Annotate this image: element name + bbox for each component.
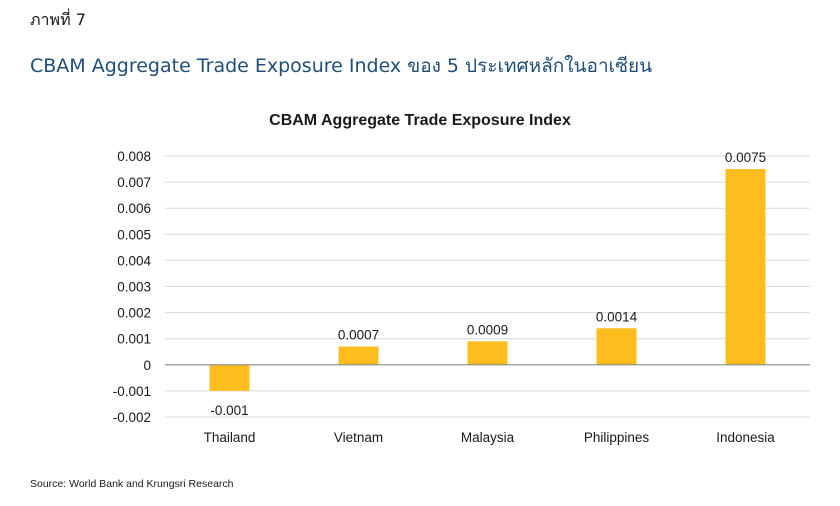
x-tick-label: Thailand xyxy=(204,430,256,445)
x-tick-label: Philippines xyxy=(584,430,650,445)
data-labels: -0.001 0.0007 0.0009 0.0014 0.0075 xyxy=(210,150,766,418)
y-tick-label: 0 xyxy=(143,358,151,373)
x-tick-label: Indonesia xyxy=(716,430,775,445)
y-tick-label: 0.005 xyxy=(117,227,151,242)
bar-vietnam xyxy=(338,346,379,365)
data-label: 0.0007 xyxy=(338,328,379,343)
bars xyxy=(209,169,766,391)
source-note: Source: World Bank and Krungsri Research xyxy=(30,478,234,490)
data-label: -0.001 xyxy=(210,403,248,418)
x-tick-label: Vietnam xyxy=(334,430,383,445)
y-tick-label: 0.008 xyxy=(117,149,151,164)
y-tick-label: 0.004 xyxy=(117,253,151,268)
figure-label: ภาพที่ 7 xyxy=(30,10,86,29)
bar-thailand xyxy=(209,364,250,391)
y-tick-label: 0.002 xyxy=(117,306,151,321)
y-tick-label: -0.002 xyxy=(113,410,151,425)
y-tick-label: 0.003 xyxy=(117,280,151,295)
y-tick-label: -0.001 xyxy=(113,384,151,399)
y-tick-label: 0.001 xyxy=(117,332,151,347)
x-tick-label: Malaysia xyxy=(461,430,515,445)
y-tick-label: 0.006 xyxy=(117,201,151,216)
gridlines xyxy=(165,155,810,418)
x-axis-ticks: Thailand Vietnam Malaysia Philippines Indone… xyxy=(204,430,776,445)
data-label: 0.0075 xyxy=(725,150,766,165)
y-axis-ticks: 0.008 0.007 0.006 0.005 0.004 0.003 0.002 0.001… xyxy=(113,149,152,425)
figure-title: CBAM Aggregate Trade Exposure Index ของ … xyxy=(30,55,653,77)
y-tick-label: 0.007 xyxy=(117,175,151,190)
data-label: 0.0009 xyxy=(467,322,508,337)
bar-philippines xyxy=(596,328,637,365)
bar-malaysia xyxy=(467,341,508,365)
data-label: 0.0014 xyxy=(596,309,638,324)
chart-title: CBAM Aggregate Trade Exposure Index xyxy=(269,112,571,129)
bar-indonesia xyxy=(725,169,766,365)
